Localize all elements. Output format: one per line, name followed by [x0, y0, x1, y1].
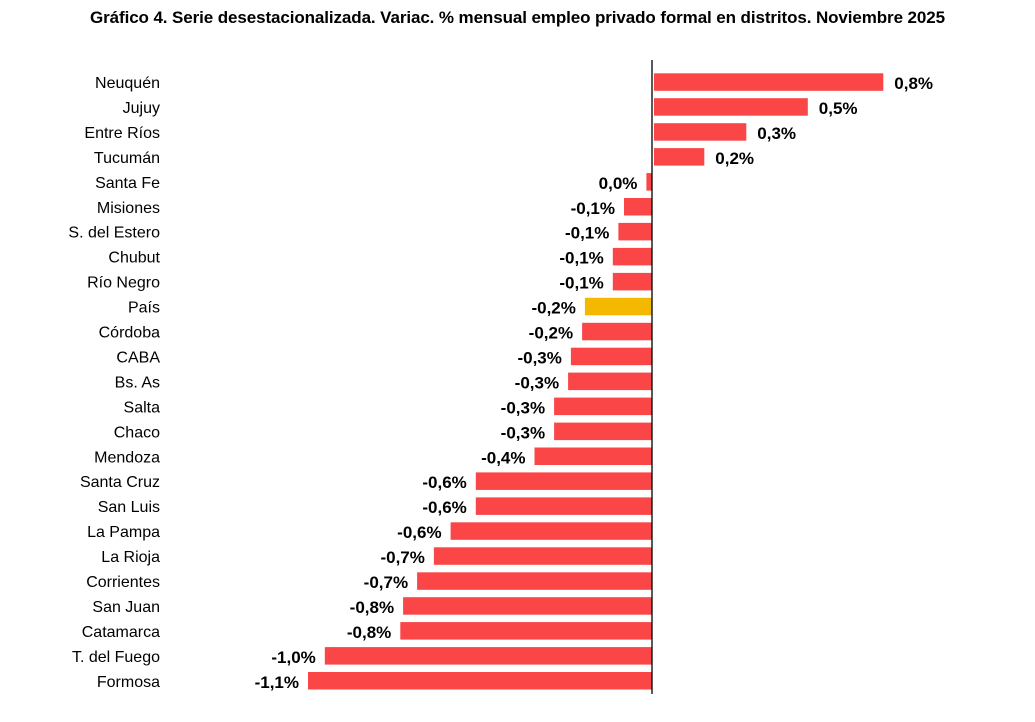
category-label: Misiones: [97, 200, 160, 217]
data-label: -0,3%: [501, 423, 545, 442]
data-label: -1,0%: [271, 648, 315, 667]
category-label: Catamarca: [82, 624, 160, 641]
category-label: T. del Fuego: [72, 649, 160, 666]
data-label: -0,8%: [350, 598, 394, 617]
bar: [433, 547, 652, 565]
data-label: -0,3%: [501, 398, 545, 417]
category-label: Formosa: [97, 674, 160, 691]
category-label: Chubut: [108, 250, 160, 267]
bar: [400, 622, 652, 640]
data-label: -0,7%: [364, 573, 408, 592]
bar: [475, 472, 652, 490]
bar: [654, 98, 808, 116]
bar: [584, 297, 652, 316]
bar: [646, 173, 652, 191]
bar: [554, 422, 652, 441]
category-label: País: [128, 300, 160, 317]
category-label: San Luis: [98, 499, 160, 516]
category-label: San Juan: [92, 599, 160, 616]
bar: [618, 222, 652, 241]
bar: [654, 73, 884, 91]
data-label: 0,5%: [819, 99, 858, 118]
data-label: 0,3%: [757, 124, 796, 143]
category-label: CABA: [116, 349, 160, 366]
data-label: -0,1%: [559, 249, 603, 268]
category-label: Corrientes: [86, 574, 160, 591]
category-label: Bs. As: [115, 374, 160, 391]
category-label: La Pampa: [87, 524, 160, 541]
data-label: -0,1%: [571, 199, 615, 218]
bar: [570, 347, 652, 366]
data-label: -0,3%: [517, 348, 561, 367]
category-label: Entre Ríos: [84, 125, 160, 142]
bar: [624, 198, 652, 216]
data-label: 0,2%: [715, 149, 754, 168]
category-label: Córdoba: [99, 325, 160, 342]
bar: [403, 597, 652, 615]
bar: [568, 372, 652, 391]
data-label: -1,1%: [255, 673, 299, 692]
category-label: Jujuy: [123, 100, 160, 117]
category-label: Santa Fe: [95, 175, 160, 192]
bar: [308, 672, 652, 690]
data-label: -0,6%: [397, 523, 441, 542]
bar: [654, 123, 747, 141]
data-label: -0,3%: [515, 373, 559, 392]
category-label: Tucumán: [94, 150, 160, 167]
category-label: Chaco: [114, 424, 160, 441]
category-label: La Rioja: [101, 549, 160, 566]
bar: [554, 397, 652, 416]
data-label: -0,2%: [529, 324, 573, 343]
data-label: -0,8%: [347, 623, 391, 642]
category-label: S. del Estero: [68, 225, 160, 242]
bar: [654, 148, 705, 166]
bar: [612, 247, 652, 266]
data-label: -0,2%: [531, 299, 575, 318]
bar: [534, 447, 652, 465]
bar: [450, 522, 652, 540]
category-label: Río Negro: [87, 275, 160, 292]
data-label: -0,7%: [380, 548, 424, 567]
bar: [612, 272, 652, 291]
chart-title: Gráfico 4. Serie desestacionalizada. Var…: [90, 8, 945, 27]
category-label: Mendoza: [94, 449, 160, 466]
bar: [582, 322, 652, 341]
data-label: -0,6%: [422, 498, 466, 517]
data-label: 0,8%: [894, 74, 933, 93]
data-label: -0,6%: [422, 473, 466, 492]
bar: [475, 497, 652, 515]
data-label: -0,1%: [565, 224, 609, 243]
category-label: Santa Cruz: [80, 474, 160, 491]
data-label: 0,0%: [599, 174, 638, 193]
category-label: Neuquén: [95, 75, 160, 92]
bar: [417, 572, 652, 590]
data-label: -0,1%: [559, 274, 603, 293]
data-label: -0,4%: [481, 448, 525, 467]
category-label: Salta: [124, 399, 161, 416]
bar: [324, 647, 652, 665]
